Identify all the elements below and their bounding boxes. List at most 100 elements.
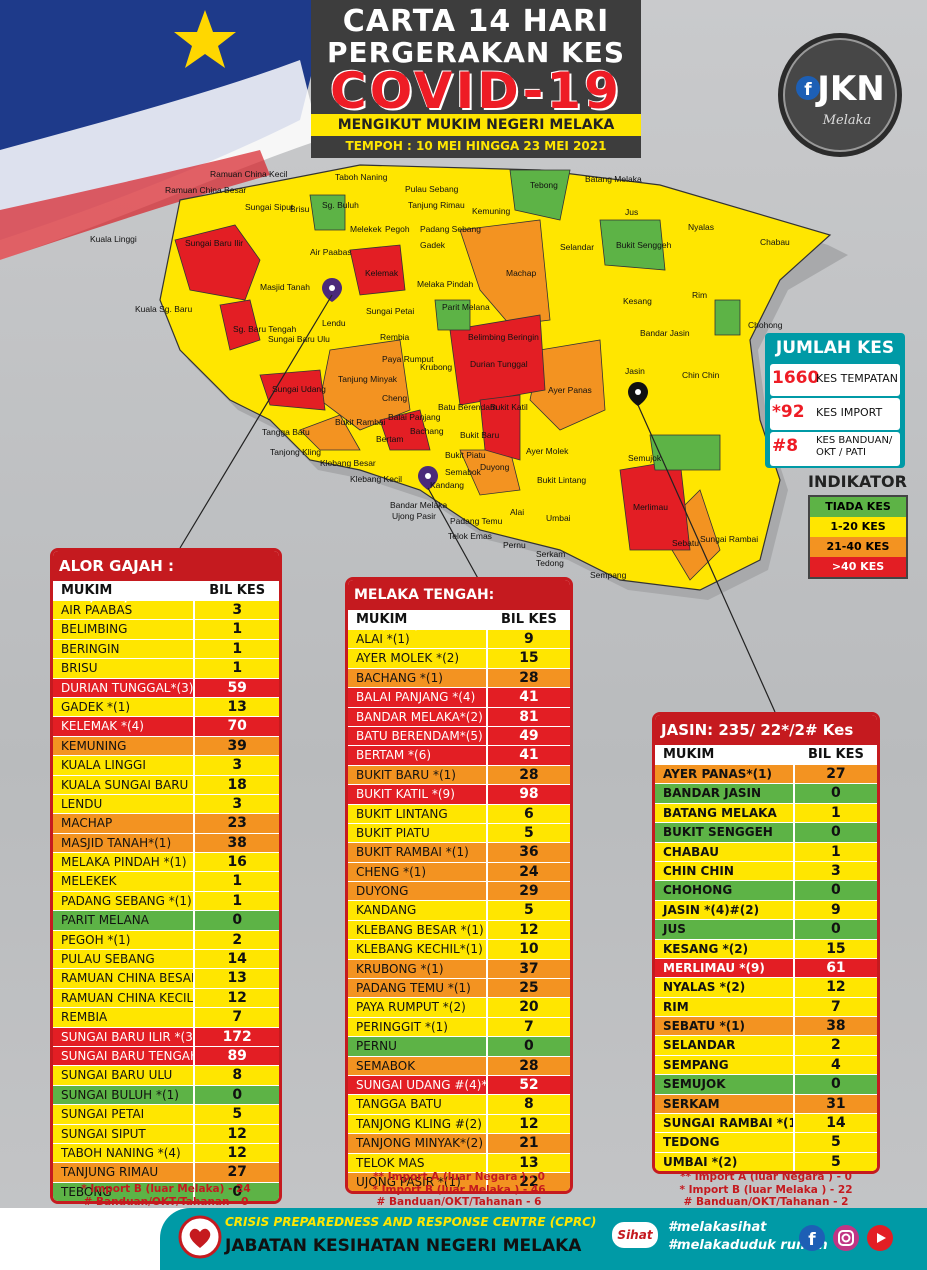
table-row: TELOK MAS 13: [348, 1152, 570, 1172]
map-label: Sungai Rambai: [700, 534, 758, 544]
mukim-name: SUNGAI BARU ILIR *(3): [53, 1027, 196, 1046]
map-label: Air Paabas: [310, 247, 352, 257]
map-label: Sungai Baru Ilir: [185, 238, 243, 248]
case-count: 0: [831, 785, 841, 802]
map-label: Sg. Buluh: [322, 200, 359, 210]
mukim-name: BACHANG *(1): [348, 668, 488, 688]
summary-label: KES TEMPATAN: [816, 372, 899, 385]
mukim-name: PAYA RUMPUT *(2): [348, 998, 488, 1017]
case-count: 3: [831, 862, 841, 879]
logo-text: JKN: [815, 69, 884, 109]
table-row: BACHANG *(1) 28: [348, 667, 570, 688]
map-label: Lendu: [322, 318, 346, 328]
map-label: Sungai Udang: [272, 384, 326, 394]
map-label: Belimbing Beringin: [468, 332, 539, 342]
table-row: BATU BERENDAM*(5) 49: [348, 725, 570, 746]
summary-label: KES BANDUAN/ OKT / PATI: [816, 435, 893, 458]
mukim-name: KESANG *(2): [655, 939, 795, 958]
mukim-name: AYER MOLEK *(2): [348, 649, 488, 668]
facebook-icon[interactable]: f: [798, 1224, 826, 1252]
mukim-name: BUKIT KATIL *(9): [348, 785, 488, 804]
table-row: CHOHONG 0: [655, 880, 877, 900]
case-count: 89: [227, 1047, 247, 1064]
table-row: PEGOH *(1) 2: [53, 929, 279, 950]
table-row: KESANG *(2) 15: [655, 938, 877, 958]
indicator-low: 1-20 KES: [810, 517, 906, 537]
col-bil-kes: BIL KES: [209, 583, 266, 598]
mukim-name: KLEBANG KECHIL*(1): [348, 940, 488, 959]
mukim-name: BATU BERENDAM*(5): [348, 726, 488, 746]
mukim-name: KLEBANG BESAR *(1): [348, 920, 488, 940]
table-row: BUKIT KATIL *(9) 98: [348, 784, 570, 804]
map-label: Brisu: [290, 204, 310, 214]
map-label: Tanjung Rimau: [408, 200, 465, 210]
mukim-name: SUNGAI PETAI: [53, 1105, 196, 1124]
case-count: 20: [519, 999, 539, 1016]
map-label: Chabau: [760, 237, 790, 247]
map-label: Pernu: [503, 540, 526, 550]
table-row: BATANG MELAKA 1: [655, 802, 877, 823]
table-row: MACHAP 23: [53, 813, 279, 833]
table-row: LENDU 3: [53, 793, 279, 814]
table-row: BERTAM *(6) 41: [348, 745, 570, 765]
mukim-name: PADANG TEMU *(1): [348, 979, 488, 998]
case-count: 3: [232, 795, 243, 812]
table-row: TANJUNG RIMAU 27: [53, 1162, 279, 1182]
table-row: BUKIT BARU *(1) 28: [348, 764, 570, 785]
case-count: 0: [831, 921, 841, 938]
table-row: PADANG TEMU *(1) 25: [348, 978, 570, 998]
mukim-name: CHABAU: [655, 842, 795, 861]
indicator-legend: TIADA KES 1-20 KES 21-40 KES >40 KES: [808, 495, 908, 579]
case-count: 70: [227, 718, 247, 735]
mukim-name: JASIN *(4)#(2): [655, 900, 795, 920]
case-count: 5: [524, 902, 534, 919]
mukim-name: MACHAP: [53, 814, 196, 833]
map-label: Umbai: [546, 513, 571, 523]
hashtag-duduk-rumah: #melakaduduk rumah: [668, 1238, 828, 1253]
table-row: MERLIMAU *(9) 61: [655, 957, 877, 978]
col-bil-kes: BIL KES: [500, 612, 557, 627]
instagram-icon[interactable]: [832, 1224, 860, 1252]
mukim-name: BUKIT RAMBAI *(1): [348, 843, 488, 862]
table-row: PARIT MELANA 0: [53, 910, 279, 930]
table-row: BERINGIN 1: [53, 638, 279, 659]
table-row: BUKIT SENGGEH 0: [655, 822, 877, 842]
map-label: Bachang: [410, 426, 444, 436]
table-row: AYER MOLEK *(2) 15: [348, 648, 570, 668]
table-row: DUYONG 29: [348, 881, 570, 901]
map-label: Bukit Senggeh: [616, 240, 672, 250]
mukim-name: TEBONG: [53, 1182, 196, 1202]
case-count: 21: [519, 1135, 539, 1152]
map-label: Chohong: [748, 320, 783, 330]
table-row: DURIAN TUNGGAL*(3) 59: [53, 677, 279, 697]
mukim-name: UJONG PASIR *(1): [348, 1172, 488, 1192]
table-row: RAMUAN CHINA BESAR 13: [53, 968, 279, 988]
table-row: JUS 0: [655, 919, 877, 939]
col-bil-kes: BIL KES: [807, 747, 864, 762]
mukim-name: PEGOH *(1): [53, 930, 196, 950]
map-label: Semujok: [628, 453, 662, 463]
svg-text:f: f: [804, 80, 812, 100]
table-row: SERKAM 31: [655, 1093, 877, 1114]
mukim-name: NYALAS *(2): [655, 978, 795, 997]
youtube-icon[interactable]: [866, 1224, 894, 1252]
map-label: Krubong: [420, 362, 452, 372]
table-row: KELEMAK *(4) 70: [53, 716, 279, 736]
table-row: PERNU 0: [348, 1036, 570, 1056]
map-label: Ramuan China Kecil: [210, 169, 288, 179]
mukim-name: SUNGAI UDANG #(4)*(2): [348, 1075, 488, 1095]
table-row: SUNGAI BARU TENGAH 89: [53, 1045, 279, 1066]
footnote: * Import B (luar Melaka ) - 46: [372, 1184, 546, 1196]
mukim-name: RAMUAN CHINA BESAR: [53, 969, 196, 988]
summary-row-import: *92 KES IMPORT: [770, 398, 900, 430]
mukim-name: PULAU SEBANG: [53, 950, 196, 969]
map-label: Paya Rumput: [382, 354, 434, 364]
summary-title: JUMLAH KES: [775, 338, 895, 358]
case-count: 3: [232, 602, 243, 618]
table-row: KLEBANG BESAR *(1) 12: [348, 919, 570, 940]
map-label: Rim: [692, 290, 707, 300]
case-count: 28: [519, 766, 539, 783]
map-label: Bukit Lintang: [537, 475, 586, 485]
mukim-name: TANJUNG RIMAU: [53, 1163, 196, 1182]
case-count: 38: [227, 834, 247, 851]
